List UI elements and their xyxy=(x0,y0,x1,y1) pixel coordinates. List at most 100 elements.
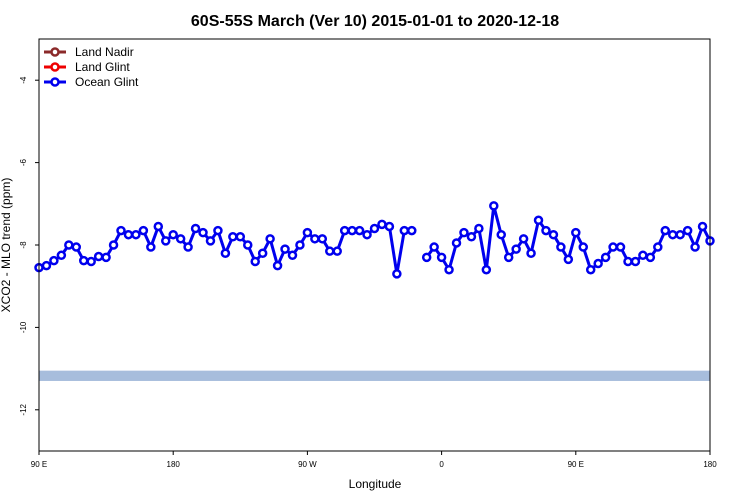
data-point xyxy=(533,215,544,226)
data-point xyxy=(645,252,656,263)
y-tick-label: -8 xyxy=(19,241,28,249)
data-point xyxy=(421,252,432,263)
data-point xyxy=(608,242,618,252)
data-point xyxy=(265,234,275,244)
data-point xyxy=(563,254,574,265)
axis-layer: 90 E 180 90 W 0 90 E 180 -12 -10 -8 -6 -4 xyxy=(19,76,717,469)
data-point xyxy=(377,219,387,230)
data-point xyxy=(101,252,111,263)
data-point xyxy=(444,264,454,275)
data-point xyxy=(578,242,589,252)
data-point xyxy=(332,246,342,256)
x-tick-label: 0 xyxy=(439,460,444,469)
data-point xyxy=(459,227,469,238)
data-point xyxy=(623,256,633,267)
y-tick-label: -10 xyxy=(19,321,28,333)
data-point xyxy=(347,225,357,236)
data-point xyxy=(250,256,260,267)
data-point xyxy=(64,240,74,250)
legend-label: Ocean Glint xyxy=(75,75,139,89)
data-point xyxy=(481,264,492,275)
data-point xyxy=(108,240,119,250)
data-point xyxy=(175,234,186,244)
data-point xyxy=(369,223,380,234)
data-point xyxy=(86,256,96,267)
data-point xyxy=(585,264,596,275)
data-point xyxy=(71,242,82,252)
data-point xyxy=(630,256,641,267)
data-point xyxy=(280,244,290,254)
data-point xyxy=(168,229,178,240)
legend-label: Land Nadir xyxy=(75,45,134,59)
chart-title: 60S-55S March (Ver 10) 2015-01-01 to 202… xyxy=(191,13,559,30)
data-point xyxy=(407,225,417,236)
x-tick-label: 90 E xyxy=(568,460,584,469)
data-point xyxy=(556,242,566,252)
data-point xyxy=(384,221,395,232)
data-point xyxy=(541,225,551,236)
data-point xyxy=(511,244,521,254)
data-point xyxy=(429,242,439,252)
data-point xyxy=(653,242,663,252)
data-point xyxy=(518,234,529,244)
legend-swatch-marker xyxy=(50,62,60,72)
legend-swatch-marker xyxy=(50,47,60,57)
data-point xyxy=(474,223,484,234)
data-point xyxy=(220,248,231,258)
data-point xyxy=(138,225,149,236)
data-point xyxy=(153,221,164,232)
data-point xyxy=(257,248,268,258)
data-point xyxy=(600,252,611,263)
data-point xyxy=(362,229,372,240)
data-point xyxy=(317,234,328,244)
data-point xyxy=(675,229,685,240)
data-point xyxy=(131,229,141,240)
data-point xyxy=(116,225,126,236)
legend-label: Land Glint xyxy=(75,60,130,74)
reference-band xyxy=(39,370,710,381)
data-point xyxy=(310,234,320,244)
data-point xyxy=(146,242,156,252)
data-point xyxy=(302,227,313,238)
data-point xyxy=(466,232,477,242)
data-point xyxy=(354,225,365,236)
data-point xyxy=(496,229,506,240)
data-point xyxy=(243,240,253,250)
data-point xyxy=(205,236,216,246)
data-point xyxy=(339,225,350,236)
series-layer xyxy=(34,201,715,279)
y-tick-label: -12 xyxy=(19,403,28,415)
data-point xyxy=(56,250,67,261)
y-tick-label: -4 xyxy=(19,76,28,84)
x-axis-label: Longitude xyxy=(349,477,402,491)
x-tick-label: 90 E xyxy=(31,460,47,469)
legend-swatch-marker xyxy=(50,77,60,87)
data-point xyxy=(667,229,678,240)
data-point xyxy=(49,255,59,266)
data-point xyxy=(697,221,708,232)
data-point xyxy=(123,229,134,240)
data-point xyxy=(399,225,410,236)
data-point xyxy=(287,250,298,261)
data-point xyxy=(41,260,52,271)
data-point xyxy=(451,238,462,248)
data-point xyxy=(503,252,514,263)
data-point xyxy=(660,225,671,236)
data-point xyxy=(325,246,335,256)
data-point xyxy=(228,232,238,242)
data-point xyxy=(160,236,171,246)
reference-band-layer xyxy=(39,370,710,381)
data-point xyxy=(190,223,201,234)
data-point xyxy=(615,242,626,252)
x-tick-label: 180 xyxy=(167,460,181,469)
data-point xyxy=(183,242,193,252)
data-point xyxy=(638,250,648,261)
data-point xyxy=(489,201,499,211)
data-point xyxy=(682,225,693,236)
x-tick-label: 180 xyxy=(703,460,717,469)
data-point xyxy=(526,248,536,258)
data-point xyxy=(213,225,223,236)
data-point xyxy=(198,227,208,238)
